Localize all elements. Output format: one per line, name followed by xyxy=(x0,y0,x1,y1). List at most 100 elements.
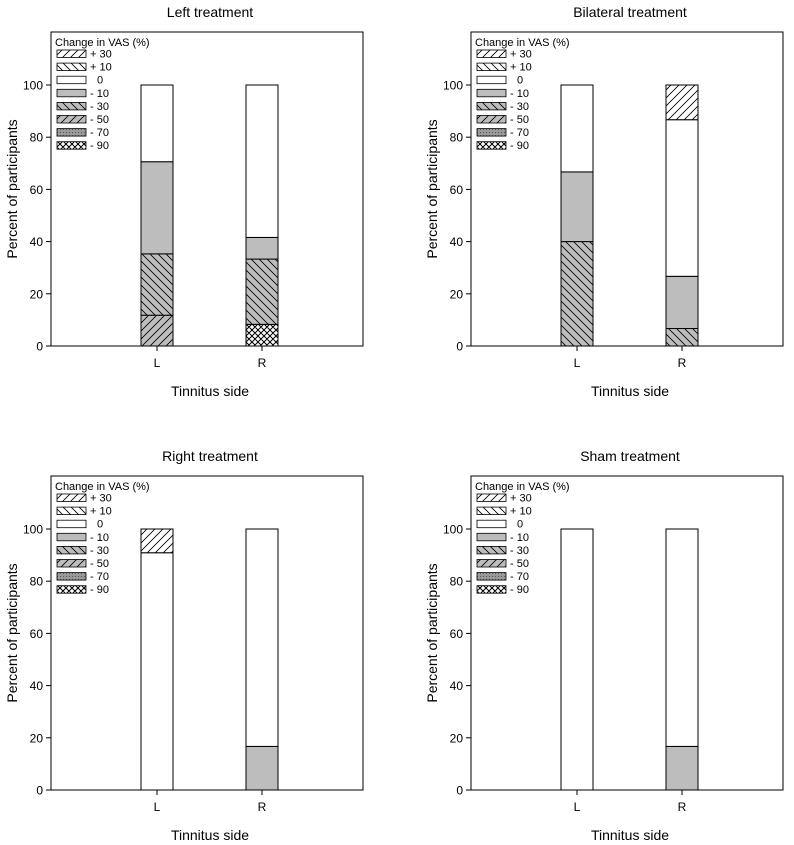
x-axis-label: Tinnitus side xyxy=(591,383,669,399)
legend-label-plus-10: + 10 xyxy=(510,506,532,518)
chart-title: Bilateral treatment xyxy=(573,4,687,20)
bar-segment-0 xyxy=(665,119,699,277)
chart-panel: Right treatment 0 20 40 60 80 100 Percent of pa… xyxy=(4,448,364,843)
y-tick-label: 40 xyxy=(30,235,44,249)
x-tick-label: L xyxy=(574,800,581,814)
bar-segment-0 xyxy=(245,528,279,747)
legend-label-minus-70: - 70 xyxy=(90,127,109,139)
y-tick-label: 60 xyxy=(450,183,464,197)
y-axis-label: Percent of participants xyxy=(424,563,440,702)
legend-swatch-minus-90 xyxy=(56,141,87,150)
bar-segment-minus-10 xyxy=(140,161,174,255)
legend-label-plus-10: + 10 xyxy=(90,62,112,74)
bar-segment-minus-10 xyxy=(665,275,699,330)
y-tick-label: 20 xyxy=(30,287,44,301)
y-tick-label: 100 xyxy=(443,79,463,93)
legend-swatch-plus-30 xyxy=(56,493,87,502)
y-tick-label: 100 xyxy=(23,79,43,93)
legend-swatch-minus-30 xyxy=(476,546,507,555)
x-tick-label: L xyxy=(154,356,161,370)
legend-swatch-minus-70 xyxy=(56,572,87,581)
x-axis-label: Tinnitus side xyxy=(171,827,249,843)
y-tick-label: 60 xyxy=(30,627,44,641)
y-axis-label: Percent of participants xyxy=(4,119,20,258)
legend-swatch-minus-90 xyxy=(56,585,87,594)
legend-swatch-0 xyxy=(476,75,507,85)
legend-label-0: 0 xyxy=(517,519,523,531)
legend-label-0: 0 xyxy=(97,519,103,531)
legend-swatch-minus-50 xyxy=(476,115,507,124)
legend-title: Change in VAS (%) xyxy=(475,481,570,493)
legend-label-minus-90: - 90 xyxy=(510,584,529,596)
bar-segment-minus-10 xyxy=(560,171,594,243)
legend-swatch-0 xyxy=(56,519,87,529)
y-tick-label: 60 xyxy=(450,627,464,641)
legend-label-minus-10: - 10 xyxy=(510,532,529,544)
legend-label-minus-70: - 70 xyxy=(510,571,529,583)
legend-swatch-plus-10 xyxy=(476,506,507,515)
bar-segment-0 xyxy=(560,528,594,791)
legend-label-minus-30: - 30 xyxy=(90,101,109,113)
bar-segment-minus-10 xyxy=(665,745,699,791)
y-tick-label: 80 xyxy=(450,575,464,589)
legend-label-plus-10: + 10 xyxy=(510,62,532,74)
legend-swatch-plus-30 xyxy=(476,493,507,502)
x-tick-label: R xyxy=(258,800,267,814)
legend-swatch-minus-70 xyxy=(476,572,507,581)
legend-label-minus-10: - 10 xyxy=(510,88,529,100)
y-tick-label: 100 xyxy=(443,523,463,537)
legend-swatch-minus-30 xyxy=(476,102,507,111)
legend-swatch-plus-10 xyxy=(56,62,87,71)
bar-segment-plus-30 xyxy=(665,84,699,121)
x-axis-label: Tinnitus side xyxy=(591,827,669,843)
legend-label-minus-50: - 50 xyxy=(510,114,529,126)
legend-swatch-minus-10 xyxy=(56,88,87,98)
legend-swatch-minus-50 xyxy=(56,559,87,568)
legend-label-minus-10: - 10 xyxy=(90,88,109,100)
x-tick-label: R xyxy=(678,800,687,814)
legend-swatch-minus-90 xyxy=(476,585,507,594)
legend-swatch-plus-30 xyxy=(476,49,507,58)
y-tick-label: 0 xyxy=(36,784,43,798)
y-tick-label: 60 xyxy=(30,183,44,197)
y-tick-label: 80 xyxy=(450,131,464,145)
bar-segment-0 xyxy=(245,84,279,238)
y-tick-label: 80 xyxy=(30,575,44,589)
legend-label-minus-90: - 90 xyxy=(90,140,109,152)
legend: Change in VAS (%)+ 30+ 100- 10- 30- 50- … xyxy=(475,481,570,596)
x-tick-label: R xyxy=(258,356,267,370)
x-tick-label: R xyxy=(678,356,687,370)
legend: Change in VAS (%)+ 30+ 100- 10- 30- 50- … xyxy=(55,481,150,596)
y-tick-label: 20 xyxy=(30,731,44,745)
x-axis-label: Tinnitus side xyxy=(171,383,249,399)
y-tick-label: 40 xyxy=(450,679,464,693)
legend-swatch-minus-30 xyxy=(56,546,87,555)
bar-segment-plus-30 xyxy=(140,528,174,554)
legend-label-minus-30: - 30 xyxy=(510,101,529,113)
bar-segment-0 xyxy=(140,84,174,163)
chart-panel: Bilateral treatment 0 20 40 60 80 100 Percent o… xyxy=(424,4,784,399)
legend-label-0: 0 xyxy=(517,75,523,87)
legend-swatch-minus-90 xyxy=(476,141,507,150)
legend-label-minus-30: - 30 xyxy=(90,545,109,557)
legend-label-0: 0 xyxy=(97,75,103,87)
x-tick-label: L xyxy=(574,356,581,370)
legend-label-plus-30: + 30 xyxy=(510,493,532,505)
legend: Change in VAS (%)+ 30+ 100- 10- 30- 50- … xyxy=(55,37,150,152)
bar-segment-minus-50 xyxy=(140,314,174,347)
legend-swatch-plus-10 xyxy=(476,62,507,71)
y-tick-label: 20 xyxy=(450,731,464,745)
legend-label-minus-90: - 90 xyxy=(510,140,529,152)
legend-label-plus-30: + 30 xyxy=(90,493,112,505)
bar-segment-minus-30 xyxy=(665,328,699,347)
legend-label-plus-30: + 30 xyxy=(90,49,112,61)
legend-swatch-minus-10 xyxy=(476,532,507,542)
legend-swatch-minus-50 xyxy=(56,115,87,124)
legend-title: Change in VAS (%) xyxy=(55,37,150,49)
legend-swatch-0 xyxy=(476,519,507,529)
chart-panel: Sham treatment 0 20 40 60 80 100 Percent of par… xyxy=(424,448,784,843)
legend-label-minus-70: - 70 xyxy=(90,571,109,583)
legend-label-minus-90: - 90 xyxy=(90,584,109,596)
chart-title: Sham treatment xyxy=(580,448,680,464)
